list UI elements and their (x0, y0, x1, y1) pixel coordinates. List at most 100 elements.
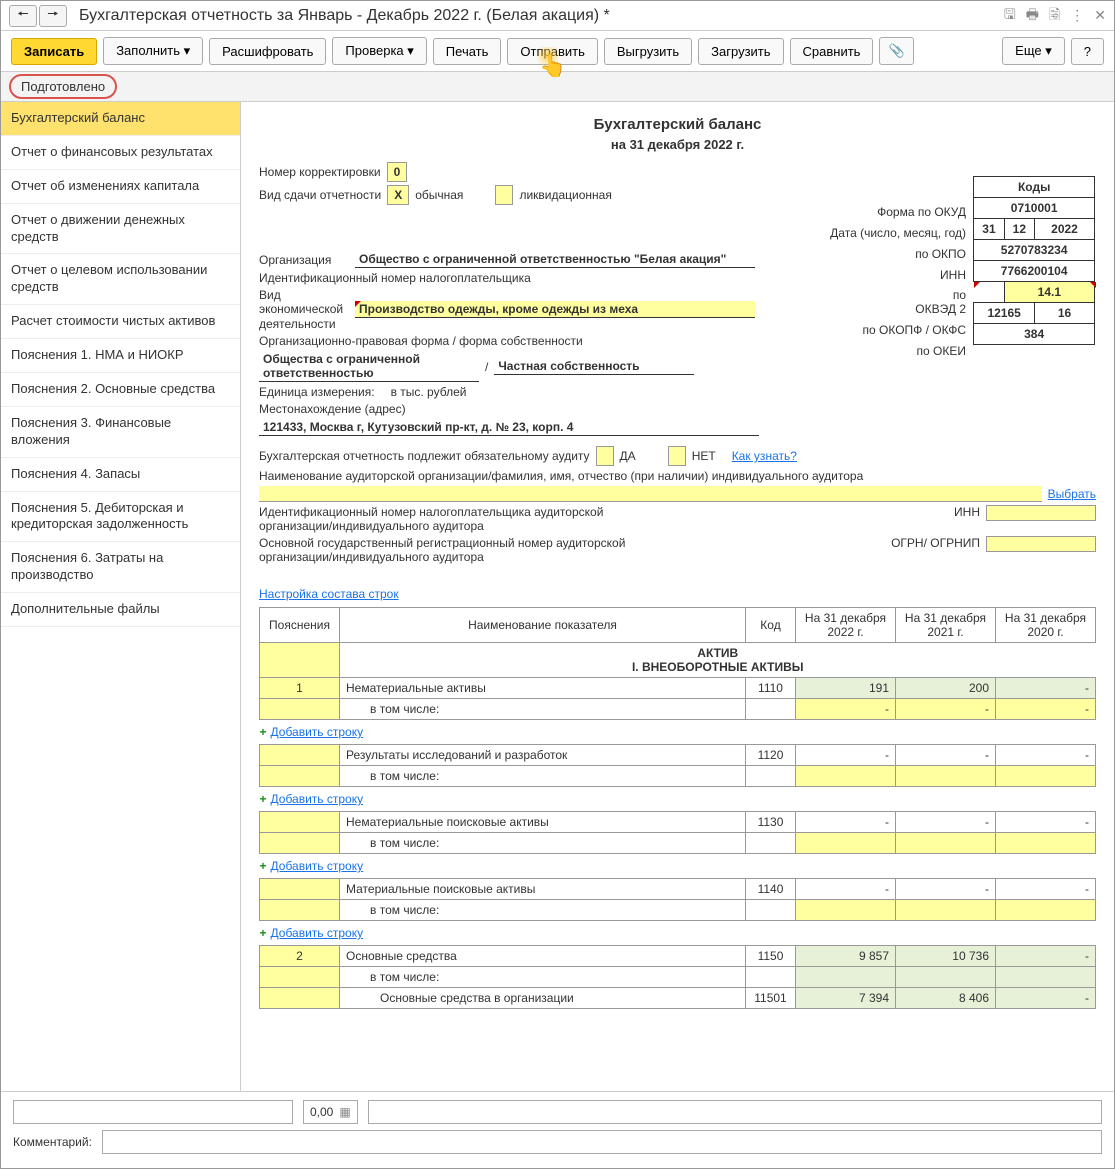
sidebar-item-7[interactable]: Пояснения 2. Основные средства (1, 373, 240, 407)
row-p[interactable]: 1 (260, 678, 340, 699)
row-p[interactable]: 2 (260, 946, 340, 967)
row-p[interactable] (260, 879, 340, 900)
type-normal-label: обычная (415, 188, 463, 202)
sidebar-item-8[interactable]: Пояснения 3. Финансовые вложения (1, 407, 240, 458)
row-v1[interactable]: 191 (796, 678, 896, 699)
inn-value: 7766200104 (974, 261, 1095, 282)
subrow-label: в том числе: (340, 900, 746, 921)
sidebar-item-0[interactable]: Бухгалтерский баланс (1, 102, 240, 136)
type-liq-check[interactable] (495, 185, 513, 205)
fill-button[interactable]: Заполнить ▾ (103, 37, 203, 65)
status-chip[interactable]: Подготовлено (9, 74, 117, 99)
activity-value[interactable]: Производство одежды, кроме одежды из мех… (355, 301, 755, 318)
comment-label: Комментарий: (13, 1135, 92, 1149)
row-v1[interactable]: - (796, 812, 896, 833)
row-v3[interactable]: - (996, 946, 1096, 967)
footer: 0,00 ▦ Комментарий: (1, 1091, 1114, 1168)
addr-label: Местонахождение (адрес) (259, 402, 406, 416)
forward-button[interactable]: 🠖 (39, 5, 67, 27)
table-subrow: в том числе: --- (260, 699, 1096, 720)
addr-value[interactable]: 121433, Москва г, Кутузовский пр-кт, д. … (259, 419, 759, 436)
add-row-link[interactable]: +Добавить строку (260, 722, 1096, 742)
row-v2[interactable]: 10 736 (896, 946, 996, 967)
load-button[interactable]: Загрузить (698, 38, 783, 65)
act-l2: деятельности (259, 317, 336, 331)
row-v1[interactable]: - (796, 879, 896, 900)
table-subrow: в том числе: (260, 900, 1096, 921)
sidebar-item-6[interactable]: Пояснения 1. НМА и НИОКР (1, 339, 240, 373)
close-icon[interactable]: ✕ (1094, 7, 1106, 24)
calendar-icon[interactable]: ▦ (339, 1105, 350, 1119)
table-row: 1 Нематериальные активы 1110 191 200 - (260, 678, 1096, 699)
unit-value: в тыс. рублей (391, 385, 467, 399)
org-value[interactable]: Общество с ограниченной ответственностью… (355, 251, 755, 268)
type-liq-label: ликвидационная (519, 188, 611, 202)
decode-button[interactable]: Расшифровать (209, 38, 326, 65)
sidebar: Бухгалтерский балансОтчет о финансовых р… (1, 102, 241, 1091)
add-row-link[interactable]: +Добавить строку (260, 923, 1096, 943)
print-button[interactable]: Печать (433, 38, 502, 65)
kebab-icon[interactable]: ⋮ (1070, 7, 1084, 24)
sidebar-item-3[interactable]: Отчет о движении денежных средств (1, 204, 240, 255)
row-v1[interactable]: 9 857 (796, 946, 896, 967)
write-button[interactable]: Записать (11, 38, 97, 65)
save-icon[interactable]: 🖫 (1004, 4, 1016, 28)
window-title: Бухгалтерская отчетность за Январь - Дек… (79, 7, 1004, 25)
row-v3[interactable]: - (996, 745, 1096, 766)
sidebar-item-1[interactable]: Отчет о финансовых результатах (1, 136, 240, 170)
row-v1[interactable]: - (796, 745, 896, 766)
row-p[interactable] (260, 745, 340, 766)
table-header-1: Наименование показателя (340, 608, 746, 643)
compare-button[interactable]: Сравнить (790, 38, 874, 65)
row-v3[interactable]: - (996, 812, 1096, 833)
okved-value[interactable]: 14.1 (1004, 282, 1094, 303)
row-v3[interactable]: - (996, 879, 1096, 900)
audit-no-check[interactable] (668, 446, 686, 466)
help-button[interactable]: ? (1071, 38, 1104, 65)
print-icon[interactable]: 🖶 (1026, 4, 1039, 28)
row-v2[interactable]: 200 (896, 678, 996, 699)
sidebar-item-10[interactable]: Пояснения 5. Дебиторская и кредиторская … (1, 492, 240, 543)
select-link[interactable]: Выбрать (1048, 487, 1096, 501)
aud-inn-field[interactable] (986, 505, 1096, 521)
opf-v1[interactable]: Общества с ограниченной ответственностью (259, 351, 479, 382)
table-header-2: Код (746, 608, 796, 643)
aud-ogrn-field[interactable] (986, 536, 1096, 552)
opf-v2[interactable]: Частная собственность (494, 358, 694, 375)
corr-value[interactable]: 0 (387, 162, 408, 182)
sidebar-item-9[interactable]: Пояснения 4. Запасы (1, 458, 240, 492)
row-v2[interactable]: - (896, 745, 996, 766)
audit-yes-check[interactable] (596, 446, 614, 466)
add-row-link[interactable]: +Добавить строку (260, 789, 1096, 809)
add-row-link[interactable]: +Добавить строку (260, 856, 1096, 876)
row-p[interactable] (260, 812, 340, 833)
sidebar-item-11[interactable]: Пояснения 6. Затраты на производство (1, 542, 240, 593)
footer-input-2[interactable] (368, 1100, 1102, 1124)
date-y: 2022 (1035, 219, 1095, 240)
sidebar-item-2[interactable]: Отчет об изменениях капитала (1, 170, 240, 204)
row-v2[interactable]: - (896, 812, 996, 833)
auditor-name-field[interactable] (259, 486, 1042, 502)
comment-input[interactable] (102, 1130, 1102, 1154)
footer-input-1[interactable] (13, 1100, 293, 1124)
sidebar-item-4[interactable]: Отчет о целевом использовании средств (1, 254, 240, 305)
table-header-3: На 31 декабря 2022 г. (796, 608, 896, 643)
sidebar-item-5[interactable]: Расчет стоимости чистых активов (1, 305, 240, 339)
attach-button[interactable]: 📎 (879, 37, 913, 65)
okopf-v1: 12165 (974, 303, 1035, 324)
sidebar-item-12[interactable]: Дополнительные файлы (1, 593, 240, 627)
send-button[interactable]: Отправить (507, 38, 597, 65)
check-button[interactable]: Проверка ▾ (332, 37, 426, 65)
back-button[interactable]: 🠔 (9, 5, 37, 27)
row-v3[interactable]: - (996, 678, 1096, 699)
type-normal-check[interactable]: X (387, 185, 409, 205)
subrow-label: в том числе: (340, 766, 746, 787)
row-v2[interactable]: - (896, 879, 996, 900)
preview-icon[interactable]: 🗟 (1049, 4, 1060, 28)
audit-how-link[interactable]: Как узнать? (732, 449, 797, 463)
rows-settings-link[interactable]: Настройка состава строк (259, 587, 399, 601)
date-label: Дата (число, месяц, год) (830, 223, 966, 244)
unload-button[interactable]: Выгрузить (604, 38, 692, 65)
more-button[interactable]: Еще ▾ (1002, 37, 1065, 65)
okopf-v2: 16 (1035, 303, 1095, 324)
